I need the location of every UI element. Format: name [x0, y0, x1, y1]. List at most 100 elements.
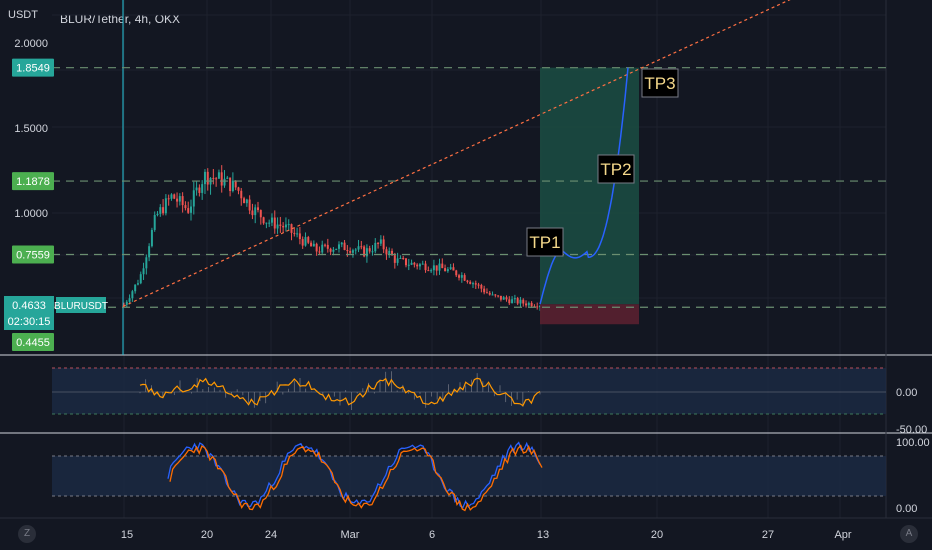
- candle-body-124: [469, 281, 472, 284]
- candle-body-97: [393, 255, 396, 263]
- trend-line: [122, 0, 791, 308]
- candle-body-60: [290, 224, 293, 233]
- projection-curve: [539, 67, 629, 305]
- candle-body-66: [307, 237, 310, 243]
- target-zone: [540, 67, 639, 305]
- candle-body-102: [407, 264, 410, 266]
- current-price-badge: [4, 296, 54, 330]
- candle-body-144: [525, 303, 528, 306]
- candle-body-74: [329, 248, 332, 252]
- candle-body-75: [332, 249, 335, 252]
- time-tick-0: 15: [121, 529, 133, 541]
- candle-body-6: [139, 274, 142, 284]
- level-badge-3: [12, 333, 54, 351]
- candle-body-12: [156, 213, 159, 216]
- candle-body-30: [206, 171, 209, 185]
- candle-body-15: [164, 198, 167, 214]
- current-price-text: 0.4633: [12, 300, 46, 312]
- candle-body-113: [438, 263, 441, 271]
- candle-body-105: [416, 264, 419, 267]
- candle-body-137: [505, 297, 508, 300]
- candle-body-132: [491, 294, 494, 296]
- candle-body-24: [190, 206, 193, 213]
- candle-body-63: [298, 233, 301, 240]
- candle-body-19: [176, 198, 179, 202]
- time-tick-7: 27: [762, 529, 774, 541]
- candle-body-142: [519, 299, 522, 304]
- candle-body-111: [432, 265, 435, 271]
- candle-body-57: [282, 225, 285, 228]
- candle-body-35: [220, 172, 223, 186]
- candle-body-17: [170, 194, 173, 199]
- candle-body-5: [136, 283, 139, 285]
- candle-body-77: [337, 244, 340, 249]
- candle-body-109: [427, 270, 430, 272]
- candle-body-88: [368, 248, 371, 252]
- candle-body-128: [480, 284, 483, 289]
- candle-body-90: [374, 242, 377, 252]
- candle-body-89: [371, 251, 374, 253]
- candle-body-18: [173, 194, 176, 199]
- candle-body-9: [148, 246, 151, 258]
- level-badge-0: [12, 58, 54, 77]
- osc1-line: [139, 377, 541, 407]
- candle-body-139: [511, 299, 514, 304]
- auto-scale-a-button[interactable]: A: [900, 525, 918, 543]
- candle-body-117: [449, 267, 452, 270]
- tp1-box: [526, 227, 564, 257]
- candle-body-119: [455, 270, 458, 276]
- candle-body-10: [150, 229, 153, 247]
- candle-body-59: [287, 224, 290, 226]
- tp3-label: TP3: [644, 74, 675, 93]
- candle-body-131: [488, 292, 491, 295]
- candle-body-43: [243, 198, 246, 204]
- symbol-tag-text: BLURUSDT: [54, 301, 108, 312]
- currency-label: USDT: [8, 9, 38, 21]
- candle-body-50: [262, 217, 265, 224]
- candle-body-26: [195, 187, 198, 191]
- osc2-tick-1: 0.00: [896, 503, 917, 515]
- level-badge-text-1: 1.1878: [16, 176, 50, 188]
- candle-body-101: [404, 258, 407, 266]
- candle-body-143: [522, 299, 525, 304]
- candle-body-98: [396, 258, 399, 263]
- candle-body-86: [363, 246, 366, 257]
- candle-body-4: [134, 284, 137, 292]
- candle-body-79: [343, 242, 346, 251]
- candle-body-130: [485, 292, 488, 294]
- candle-body-41: [237, 187, 240, 191]
- auto-scale-z-button[interactable]: Z: [18, 525, 36, 543]
- candle-body-58: [284, 224, 287, 228]
- candle-body-46: [251, 210, 254, 216]
- candle-body-53: [270, 217, 273, 223]
- candle-body-100: [402, 257, 405, 259]
- candle-body-126: [474, 283, 477, 285]
- level-badge-text-0: 1.8549: [16, 63, 50, 75]
- candle-body-13: [159, 207, 162, 214]
- candle-body-84: [357, 246, 360, 250]
- axes: 2.0000 1.5000 1.0000 1.8549 1.1878 0.7559 0.44…: [4, 38, 852, 541]
- candle-body-96: [391, 250, 394, 256]
- candle-body-69: [315, 243, 318, 252]
- candle-body-129: [483, 288, 486, 293]
- level-badge-text-2: 0.7559: [16, 249, 50, 261]
- candle-body-135: [499, 295, 502, 300]
- candle-body-20: [178, 196, 181, 202]
- osc2-d-line: [169, 444, 543, 512]
- candle-body-99: [399, 257, 402, 259]
- price-tick-1: 1.5000: [14, 123, 48, 135]
- candle-body-64: [301, 239, 304, 246]
- candle-body-27: [198, 187, 201, 193]
- time-tick-6: 20: [651, 529, 663, 541]
- candle-body-106: [418, 264, 421, 267]
- candle-body-120: [458, 275, 461, 278]
- candle-body-76: [335, 248, 338, 250]
- candle-body-40: [234, 180, 237, 188]
- candle-body-103: [410, 262, 413, 265]
- candle-body-54: [273, 217, 276, 229]
- candle-body-72: [324, 244, 327, 246]
- candle-body-45: [248, 199, 251, 211]
- candle-body-49: [259, 210, 262, 218]
- candle-body-47: [254, 207, 257, 216]
